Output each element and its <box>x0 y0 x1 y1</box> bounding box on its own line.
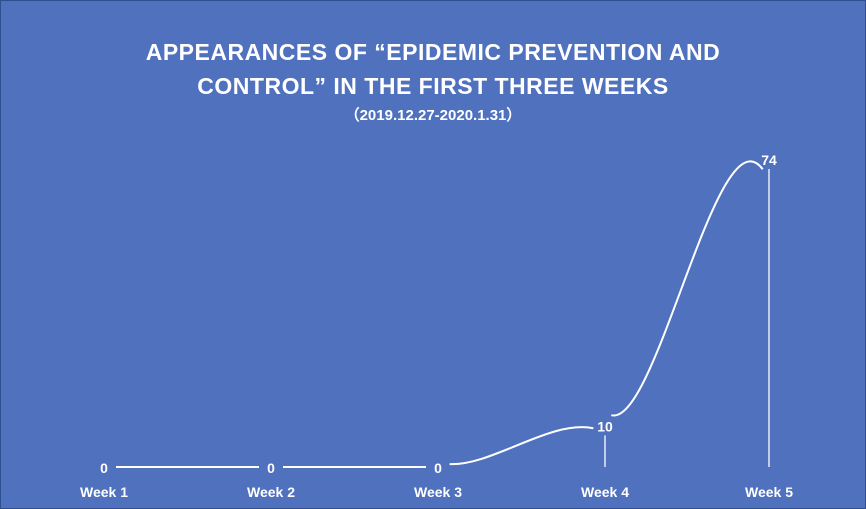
data-label-week-1: 0 <box>100 460 108 476</box>
data-label-week-2: 0 <box>267 460 275 476</box>
x-tick-label-week-1: Week 1 <box>80 484 128 500</box>
x-tick-label-week-2: Week 2 <box>247 484 295 500</box>
series-line-segment-3 <box>449 426 594 466</box>
series-line-segment-4 <box>611 160 764 417</box>
data-label-week-4: 10 <box>597 418 613 434</box>
data-label-week-3: 0 <box>434 460 442 476</box>
x-tick-label-week-5: Week 5 <box>745 484 793 500</box>
chart-subtitle: （2019.12.27-2020.1.31） <box>344 107 522 124</box>
chart-title-line-2: CONTROL” IN THE FIRST THREE WEEKS <box>197 73 669 99</box>
data-label-week-5: 74 <box>761 152 777 168</box>
x-tick-label-week-4: Week 4 <box>581 484 629 500</box>
x-tick-label-week-3: Week 3 <box>414 484 462 500</box>
chart-title: APPEARANCES OF “EPIDEMIC PREVENTION AND … <box>1 35 865 103</box>
chart-title-line-1: APPEARANCES OF “EPIDEMIC PREVENTION AND <box>145 39 721 65</box>
